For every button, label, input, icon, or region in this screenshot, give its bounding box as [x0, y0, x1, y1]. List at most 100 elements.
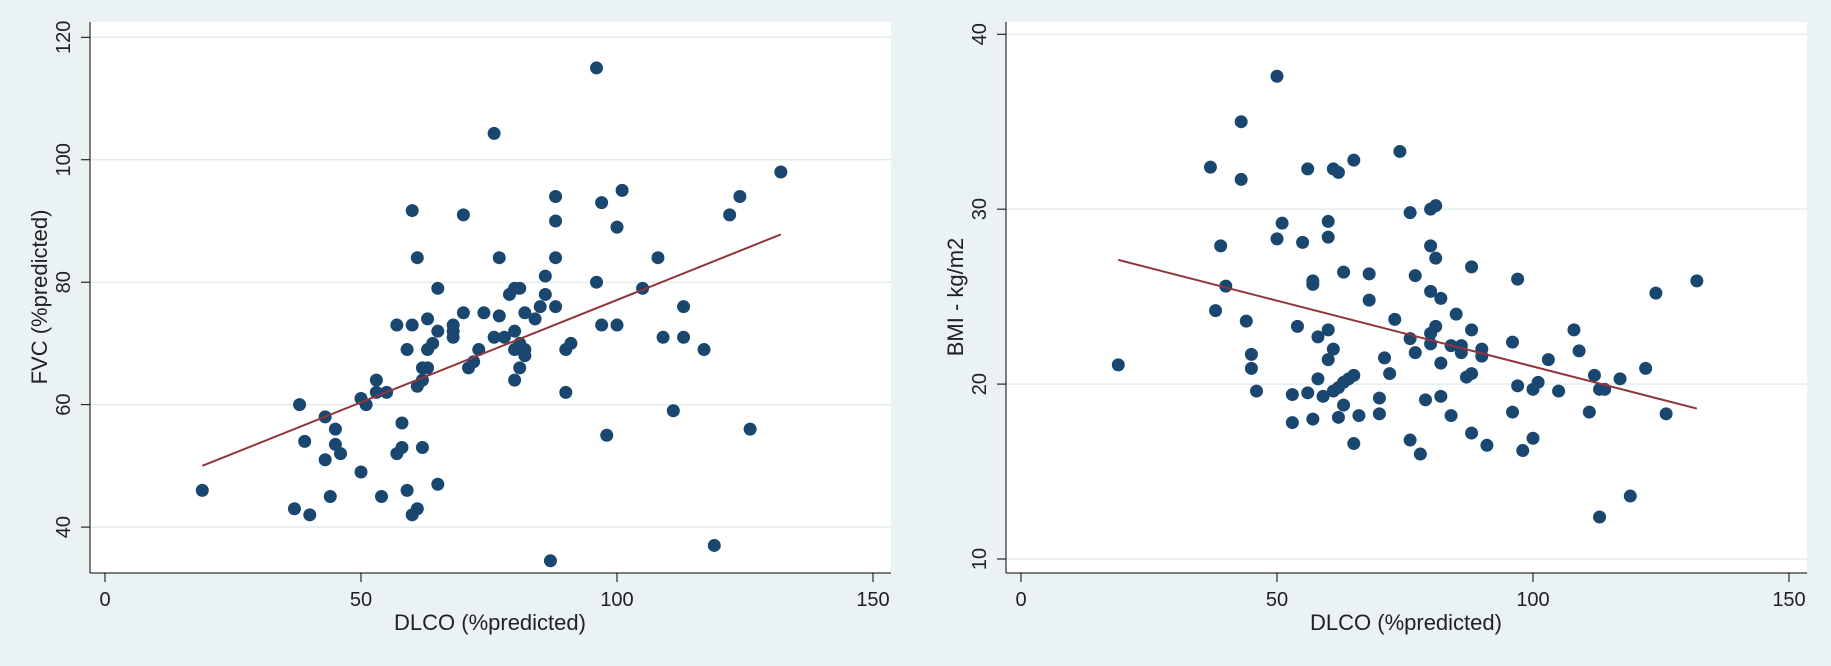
data-point: [1511, 379, 1525, 393]
data-point: [543, 554, 557, 568]
data-point: [395, 416, 409, 430]
data-point: [298, 434, 312, 448]
y-ticks: 10 20 30 40: [969, 23, 1006, 570]
data-point: [1347, 437, 1361, 451]
data-point: [1429, 199, 1443, 213]
data-point: [426, 336, 440, 350]
x-tick-label: 0: [1015, 589, 1026, 611]
x-tick-label: 0: [99, 589, 110, 611]
fit-line: [201, 233, 782, 467]
data-point: [1408, 269, 1422, 283]
data-point: [1449, 307, 1463, 321]
data-point: [1244, 361, 1258, 375]
data-point: [1465, 323, 1479, 337]
data-point: [1444, 409, 1458, 423]
y-tick-label: 60: [53, 394, 75, 416]
x-tick-label: 100: [1516, 589, 1549, 611]
data-point: [595, 318, 609, 332]
y-axis-label: FVC (%predicted): [27, 210, 52, 385]
data-point: [590, 275, 604, 289]
data-point: [1429, 251, 1443, 265]
data-point: [303, 508, 317, 522]
data-point: [1393, 144, 1407, 158]
data-point: [1337, 265, 1351, 279]
data-point: [390, 318, 404, 332]
data-point: [1290, 319, 1304, 333]
data-point: [354, 465, 368, 479]
data-point: [733, 189, 747, 203]
data-point: [1659, 407, 1673, 421]
data-point: [477, 306, 491, 320]
data-point: [513, 361, 527, 375]
data-point: [1316, 389, 1330, 403]
data-point: [1403, 206, 1417, 220]
data-point: [487, 126, 501, 140]
data-point: [513, 281, 527, 295]
data-point: [334, 447, 348, 461]
data-point: [1516, 444, 1530, 458]
data-point: [1306, 412, 1320, 426]
x-tick-label: 50: [1266, 589, 1288, 611]
data-point: [559, 385, 573, 399]
data-point: [666, 404, 680, 418]
data-point: [1275, 216, 1289, 230]
data-point: [1301, 162, 1315, 176]
data-point: [1418, 393, 1432, 407]
data-point: [323, 489, 337, 503]
data-point: [1311, 330, 1325, 344]
data-point: [456, 306, 470, 320]
data-point: [1403, 433, 1417, 447]
data-point: [287, 502, 301, 516]
data-point: [1572, 344, 1586, 358]
data-point: [1244, 347, 1258, 361]
data-point: [707, 538, 721, 552]
data-point: [456, 208, 470, 222]
data-point: [405, 204, 419, 218]
data-point: [1306, 277, 1320, 291]
y-tick-label: 30: [969, 198, 991, 220]
data-point: [492, 309, 506, 323]
data-point: [1424, 239, 1438, 253]
data-point: [549, 251, 563, 265]
data-point: [538, 287, 552, 301]
plot-region: [90, 22, 891, 573]
data-point: [1347, 368, 1361, 382]
data-point: [533, 300, 547, 314]
y-gridlines: [91, 36, 891, 528]
data-point: [595, 196, 609, 210]
data-point: [1480, 438, 1494, 452]
data-point: [508, 324, 522, 338]
data-point: [1623, 489, 1637, 503]
data-point: [528, 312, 542, 326]
data-point: [656, 330, 670, 344]
data-point: [1250, 384, 1264, 398]
data-point: [590, 61, 604, 75]
data-point: [472, 343, 486, 357]
data-point: [1541, 353, 1555, 367]
y-tick-label: 100: [53, 143, 75, 176]
data-point: [1506, 405, 1520, 419]
data-point: [610, 220, 624, 234]
data-point: [1593, 510, 1607, 524]
data-point: [1690, 274, 1704, 288]
data-point: [1331, 410, 1345, 424]
data-point: [518, 306, 532, 320]
data-point: [1296, 235, 1310, 249]
data-point: [774, 165, 788, 179]
data-point: [723, 208, 737, 222]
data-point: [410, 502, 424, 516]
data-point: [1203, 160, 1217, 174]
data-point: [1465, 260, 1479, 274]
data-point: [1111, 358, 1125, 372]
data-point: [1321, 323, 1335, 337]
data-point: [677, 300, 691, 314]
data-point: [1383, 367, 1397, 381]
data-point: [446, 318, 460, 332]
x-tick-label: 150: [856, 589, 889, 611]
data-point: [1270, 69, 1284, 83]
data-point: [1311, 372, 1325, 386]
data-point: [549, 300, 563, 314]
data-point: [400, 343, 414, 357]
data-point: [1434, 389, 1448, 403]
